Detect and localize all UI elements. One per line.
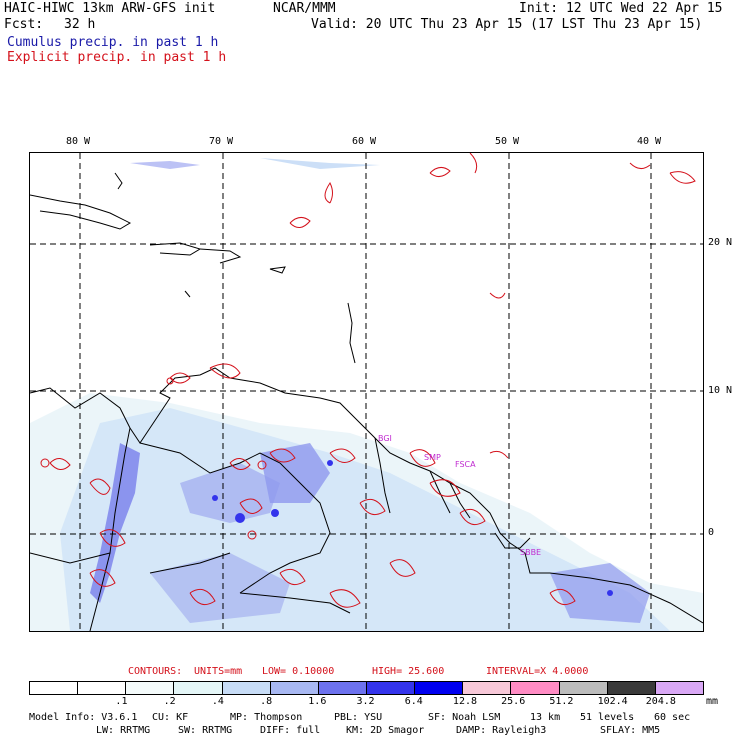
lon-label-50w: 50 W: [495, 136, 520, 147]
lat-label-10n: 10 N: [708, 385, 733, 396]
site-label-fsca: FSCA: [455, 460, 476, 469]
precip-map: BGI SMP FSCA SBBE: [29, 152, 704, 632]
model-info-damp: DAMP: Rayleigh3: [456, 725, 547, 736]
valid-time: Valid: 20 UTC Thu 23 Apr 15 (17 LST Thu …: [311, 17, 703, 32]
site-labels: BGI SMP FSCA SBBE: [378, 434, 541, 557]
map-canvas: BGI SMP FSCA SBBE: [30, 153, 703, 631]
colorbar-segment: [607, 682, 656, 694]
colorbar-unit: mm: [706, 696, 719, 707]
colorbar-tick-label: 1.6: [308, 696, 327, 707]
lat-label-20n: 20 N: [708, 237, 733, 248]
colorbar-segment: [126, 682, 175, 694]
contours-interval: INTERVAL=X 4.0000: [486, 666, 589, 677]
colorbar-tick-label: 102.4: [597, 696, 628, 707]
explicit-legend: Explicit precip. in past 1 h: [7, 50, 227, 65]
explicit-precip-contours: [40, 153, 696, 608]
cumulus-legend: Cumulus precip. in past 1 h: [7, 35, 219, 50]
fcst-label: Fcst:: [4, 17, 44, 32]
cumulus-precip-shading: [30, 158, 703, 631]
colorbar-segment: [222, 682, 271, 694]
model-info-version: Model Info: V3.6.1: [29, 712, 138, 723]
colorbar-segment: [511, 682, 560, 694]
contours-units: UNITS=mm: [194, 666, 243, 677]
contours-low: LOW= 0.10000: [262, 666, 335, 677]
colorbar-segment: [318, 682, 367, 694]
colorbar-tick-label: 204.8: [645, 696, 676, 707]
colorbar-segment: [78, 682, 127, 694]
model-info-res: 13 km: [530, 712, 561, 723]
model-info-pbl: PBL: YSU: [334, 712, 383, 723]
site-label-bgi: BGI: [378, 434, 392, 443]
colorbar-tick-label: 25.6: [501, 696, 526, 707]
coastlines: [30, 172, 703, 631]
model-info-cu: CU: KF: [152, 712, 189, 723]
lon-label-40w: 40 W: [637, 136, 662, 147]
colorbar-tick-label: 3.2: [356, 696, 375, 707]
contours-high: HIGH= 25.600: [372, 666, 445, 677]
lon-label-70w: 70 W: [209, 136, 234, 147]
org-label: NCAR/MMM: [273, 1, 336, 16]
site-label-sbbe: SBBE: [520, 548, 541, 557]
colorbar-segment: [559, 682, 608, 694]
model-info-sw: SW: RRTMG: [178, 725, 233, 736]
colorbar-tick-label: 6.4: [404, 696, 423, 707]
colorbar-segment: [366, 682, 416, 694]
fcst-value: 32 h: [64, 17, 96, 32]
precip-colorbar: [29, 681, 704, 695]
colorbar-tick-label: 51.2: [549, 696, 574, 707]
colorbar-tick-label: 12.8: [452, 696, 478, 707]
model-title: HAIC-HIWC 13km ARW-GFS init: [4, 1, 216, 16]
model-info-km: KM: 2D Smagor: [346, 725, 425, 736]
lat-label-0: 0: [708, 527, 715, 538]
colorbar-tick-label: .8: [260, 696, 273, 707]
colorbar-tick-label: .2: [163, 696, 176, 707]
graticule: [30, 153, 703, 631]
colorbar-segment: [415, 682, 464, 694]
model-info-diff: DIFF: full: [260, 725, 321, 736]
contours-label: CONTOURS:: [128, 666, 183, 677]
colorbar-tick-label: .1: [115, 696, 128, 707]
colorbar-segment: [655, 682, 703, 694]
model-info-mp: MP: Thompson: [230, 712, 303, 723]
model-info-sf: SF: Noah LSM: [428, 712, 501, 723]
colorbar-segment: [463, 682, 512, 694]
model-info-levels: 51 levels: [580, 712, 635, 723]
colorbar-tick-label: .4: [211, 696, 224, 707]
model-info-lw: LW: RRTMG: [96, 725, 151, 736]
model-info-sflay: SFLAY: MM5: [600, 725, 661, 736]
colorbar-segment: [30, 682, 79, 694]
colorbar-segment: [270, 682, 319, 694]
site-label-smp: SMP: [424, 453, 441, 462]
init-time: Init: 12 UTC Wed 22 Apr 15: [519, 1, 723, 16]
model-info-timestep: 60 sec: [654, 712, 691, 723]
lon-label-80w: 80 W: [66, 136, 91, 147]
lon-label-60w: 60 W: [352, 136, 377, 147]
colorbar-segment: [174, 682, 223, 694]
